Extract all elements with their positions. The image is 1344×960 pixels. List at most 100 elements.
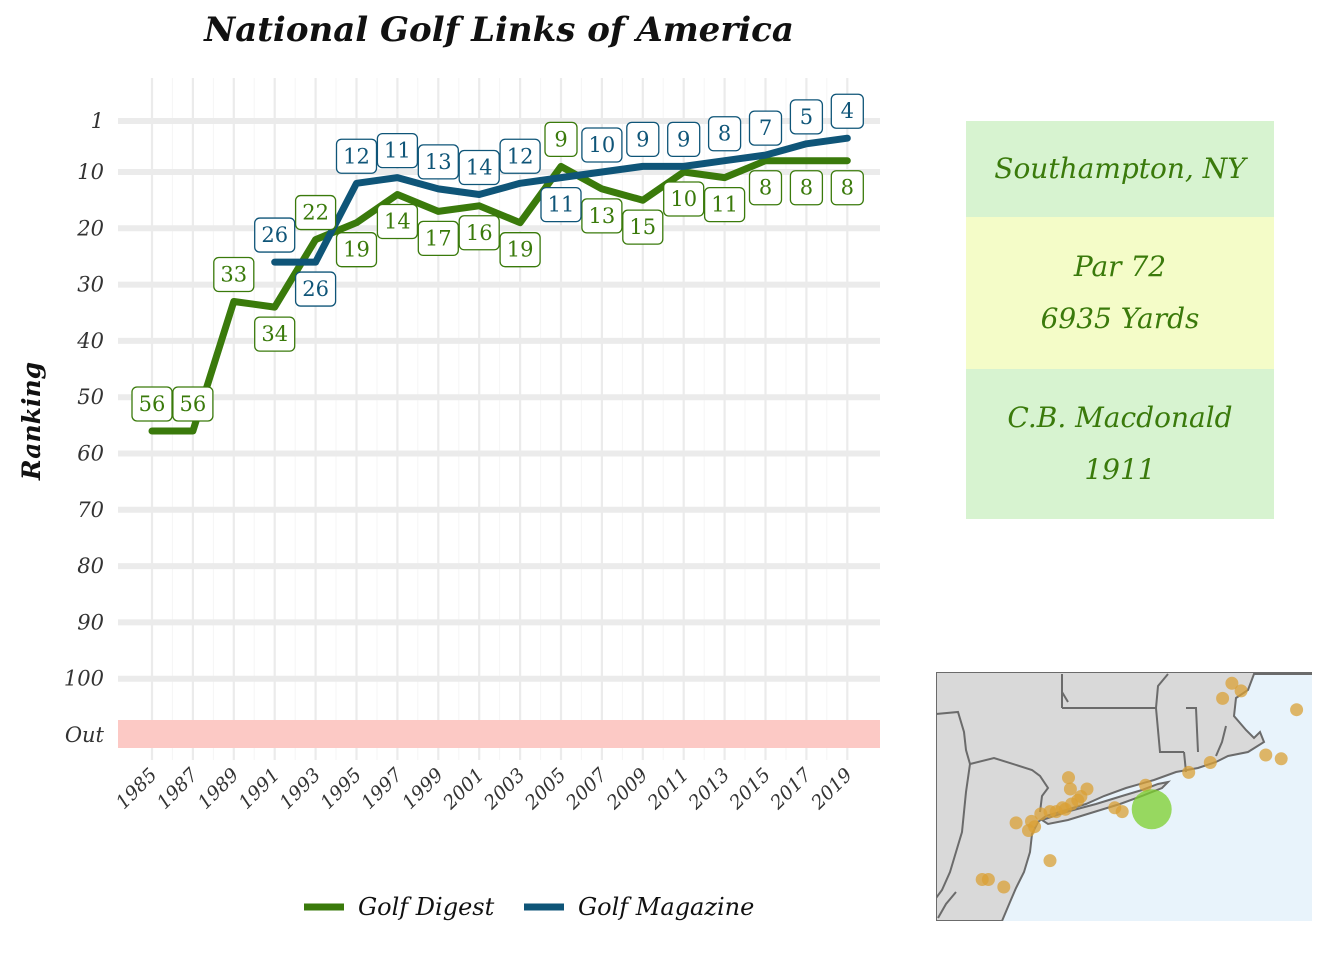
x-tick-label: 1989 — [194, 764, 244, 814]
svg-text:34: 34 — [261, 322, 288, 346]
svg-text:7: 7 — [759, 116, 772, 140]
map-course-dots — [975, 676, 1304, 894]
y-tick-label: 30 — [77, 273, 104, 297]
course-dot — [981, 873, 995, 886]
course-info-panel: Southampton, NY Par 72 6935 Yards C.B. M… — [966, 121, 1274, 519]
x-tick-label: 2019 — [806, 764, 856, 814]
data-label: 14 — [458, 149, 500, 186]
data-label: 17 — [417, 220, 459, 257]
svg-text:14: 14 — [384, 210, 411, 234]
data-label: 11 — [540, 186, 582, 223]
par-yards-box: Par 72 6935 Yards — [966, 217, 1274, 369]
svg-text:11: 11 — [384, 139, 411, 163]
location-box: Southampton, NY — [966, 121, 1274, 217]
course-dot — [1063, 782, 1077, 796]
year-text: 1911 — [1084, 453, 1156, 486]
svg-text:11: 11 — [711, 193, 738, 217]
svg-text:16: 16 — [466, 221, 493, 245]
map-land — [936, 672, 1312, 921]
data-label: 9 — [626, 121, 660, 158]
data-label: 11 — [703, 186, 746, 223]
data-label: 13 — [581, 198, 623, 234]
course-dot — [1216, 691, 1230, 705]
map-state-borders — [936, 673, 1227, 919]
map-long-island — [1039, 780, 1172, 826]
y-tick-label: 90 — [77, 610, 104, 634]
data-label: 56 — [172, 386, 214, 422]
data-label: 10 — [581, 127, 623, 163]
architect-box: C.B. Macdonald 1911 — [966, 369, 1274, 519]
svg-text:56: 56 — [139, 392, 166, 416]
x-tick-label: 2009 — [602, 764, 652, 814]
course-dot — [1225, 676, 1239, 690]
course-dot — [1234, 684, 1248, 698]
x-tick-label: 1997 — [357, 763, 407, 813]
map-highlight-dot — [1131, 789, 1172, 830]
x-tick-label: 1991 — [234, 764, 284, 814]
x-tick-label: 2011 — [643, 764, 693, 814]
svg-text:5: 5 — [800, 105, 813, 129]
x-tick-label: 2001 — [438, 764, 488, 814]
data-label: 9 — [667, 121, 701, 158]
svg-text:Golf Magazine: Golf Magazine — [578, 893, 754, 921]
data-label: 10 — [663, 181, 705, 217]
y-tick-label: 60 — [77, 442, 104, 466]
course-dot — [1062, 771, 1075, 785]
svg-text:4: 4 — [841, 99, 854, 123]
data-label: 5 — [789, 99, 824, 135]
svg-text:8: 8 — [800, 176, 813, 200]
course-dot — [1009, 816, 1023, 830]
series-line — [148, 157, 851, 435]
svg-text:13: 13 — [589, 204, 616, 228]
x-tick-label: 2005 — [520, 764, 570, 814]
data-label: 33 — [213, 256, 255, 293]
data-label: 12 — [499, 138, 541, 174]
y-tick-label: 40 — [76, 329, 104, 353]
location-text: Southampton, NY — [994, 152, 1246, 185]
x-axis-ticks: 1985198719891991199319951997199920012003… — [112, 763, 857, 814]
y-tick-label: 1 — [91, 109, 104, 133]
course-dot — [1043, 854, 1057, 868]
par-text: Par 72 — [1073, 250, 1167, 283]
svg-text:19: 19 — [343, 238, 370, 262]
architect-text: C.B. Macdonald — [1007, 401, 1233, 434]
y-tick-label: 10 — [77, 160, 104, 184]
svg-text:Golf Digest: Golf Digest — [358, 893, 495, 921]
y-tick-label-out: Out — [65, 723, 105, 747]
data-label: 16 — [458, 215, 500, 251]
svg-text:11: 11 — [548, 193, 575, 217]
legend-item: Golf Digest — [304, 893, 495, 921]
data-label: 8 — [789, 170, 824, 206]
series-line — [271, 134, 851, 266]
course-dot — [1290, 703, 1304, 717]
data-label: 19 — [335, 232, 378, 268]
yards-text: 6935 Yards — [1040, 302, 1200, 335]
legend-item: Golf Magazine — [524, 893, 754, 921]
course-dot — [1034, 807, 1048, 821]
x-tick-label: 1993 — [275, 764, 325, 814]
svg-text:56: 56 — [180, 392, 207, 416]
data-label: 34 — [254, 316, 296, 352]
data-label: 14 — [376, 203, 419, 240]
course-dot — [1203, 756, 1217, 769]
data-label: 15 — [622, 209, 664, 245]
svg-text:12: 12 — [343, 144, 370, 168]
data-label: 8 — [830, 170, 864, 206]
data-label: 26 — [294, 271, 337, 307]
data-label: 22 — [294, 194, 337, 231]
course-dot — [1259, 748, 1273, 762]
course-dot — [1274, 752, 1288, 766]
data-label: 8 — [748, 170, 783, 206]
data-label: 19 — [499, 232, 541, 268]
x-tick-label: 1999 — [398, 764, 448, 814]
svg-text:15: 15 — [629, 215, 656, 239]
course-dot — [1115, 805, 1129, 819]
x-tick-label: 2003 — [479, 764, 529, 814]
svg-text:17: 17 — [425, 226, 452, 250]
x-tick-label: 2013 — [684, 764, 734, 814]
svg-text:22: 22 — [302, 201, 329, 225]
data-label: 7 — [748, 110, 783, 146]
svg-text:9: 9 — [636, 127, 649, 151]
svg-text:9: 9 — [677, 127, 690, 151]
